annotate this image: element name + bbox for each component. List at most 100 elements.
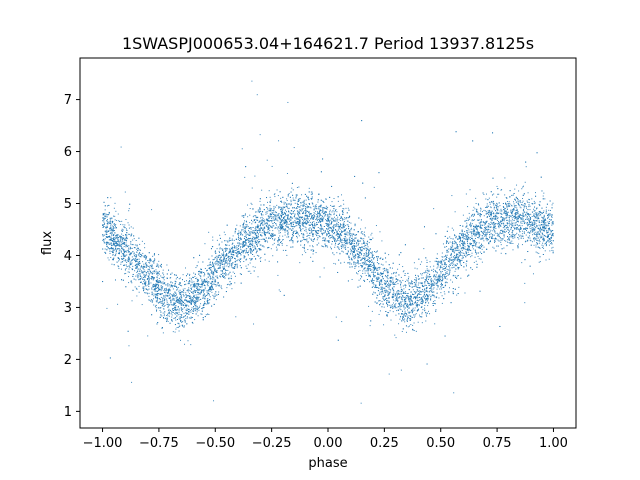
data-point <box>542 236 544 238</box>
data-point <box>339 223 341 225</box>
data-point <box>350 233 352 235</box>
data-point <box>256 249 258 251</box>
data-point <box>126 234 128 236</box>
data-point <box>233 239 235 241</box>
data-point <box>244 240 246 242</box>
data-point <box>302 228 304 230</box>
data-point <box>390 282 392 284</box>
data-point <box>156 266 158 268</box>
data-point <box>262 218 264 220</box>
data-point <box>528 202 530 204</box>
data-point <box>447 260 449 262</box>
data-point <box>291 222 293 224</box>
data-point <box>135 275 137 277</box>
data-point <box>382 273 384 275</box>
data-point <box>163 276 165 278</box>
data-point <box>458 260 460 262</box>
data-point <box>530 240 532 242</box>
data-point <box>421 291 423 293</box>
data-point <box>160 266 162 268</box>
data-point <box>389 292 391 294</box>
data-point <box>110 256 112 258</box>
data-point <box>460 259 462 261</box>
data-point <box>540 231 541 233</box>
data-point <box>462 236 464 238</box>
data-point <box>272 233 274 235</box>
data-point <box>174 280 176 282</box>
data-point <box>542 234 544 236</box>
data-point <box>294 220 296 222</box>
data-point <box>366 243 368 245</box>
data-point <box>139 243 141 245</box>
data-point <box>191 316 193 318</box>
data-point <box>239 265 241 267</box>
data-point <box>265 211 267 213</box>
data-point <box>303 233 305 235</box>
data-point <box>485 198 487 200</box>
data-point <box>463 253 465 255</box>
data-point <box>459 260 461 262</box>
data-point <box>138 285 140 287</box>
data-point <box>249 222 251 224</box>
data-point <box>445 258 447 260</box>
data-point <box>528 218 530 220</box>
data-point <box>336 223 338 225</box>
data-point <box>424 278 426 280</box>
data-point <box>138 264 140 266</box>
data-point <box>517 199 519 201</box>
data-point <box>456 294 458 296</box>
data-point <box>162 300 164 302</box>
data-point <box>172 331 174 333</box>
data-point <box>273 225 275 227</box>
data-point <box>505 215 507 217</box>
data-point <box>194 303 196 305</box>
data-point <box>453 252 455 254</box>
data-point <box>105 241 107 243</box>
data-point <box>276 204 278 206</box>
data-point <box>329 211 331 213</box>
data-point <box>507 222 509 224</box>
data-point <box>329 216 331 218</box>
data-point <box>417 300 419 302</box>
data-point <box>465 269 467 271</box>
data-point <box>473 219 475 221</box>
data-point <box>191 300 193 302</box>
data-point <box>313 224 315 226</box>
data-point <box>121 257 123 259</box>
data-point <box>322 201 324 203</box>
data-point <box>437 285 439 287</box>
data-point <box>335 234 337 236</box>
data-point <box>436 272 438 274</box>
data-point <box>367 269 369 271</box>
data-point <box>148 288 150 290</box>
data-point <box>288 210 290 212</box>
data-point <box>201 271 203 273</box>
data-point <box>317 201 319 203</box>
data-point <box>148 261 150 263</box>
data-point <box>485 237 487 239</box>
data-point <box>308 237 310 239</box>
data-point <box>154 290 156 292</box>
data-point <box>530 217 532 219</box>
data-point <box>328 225 330 227</box>
data-point <box>416 302 418 304</box>
data-point <box>400 369 402 371</box>
data-point <box>178 317 180 319</box>
data-point <box>130 235 132 237</box>
data-point <box>258 242 260 244</box>
data-point <box>397 279 399 281</box>
data-point <box>281 213 283 215</box>
data-point <box>306 219 308 221</box>
data-point <box>346 232 348 234</box>
data-point <box>296 217 298 219</box>
data-point <box>284 220 286 222</box>
data-point <box>322 200 324 202</box>
data-point <box>277 213 279 215</box>
data-point <box>181 299 183 301</box>
data-point <box>133 247 135 249</box>
data-point <box>533 200 535 202</box>
data-point <box>376 258 378 260</box>
data-point <box>492 202 494 204</box>
data-point <box>390 319 392 321</box>
data-point <box>194 283 196 285</box>
